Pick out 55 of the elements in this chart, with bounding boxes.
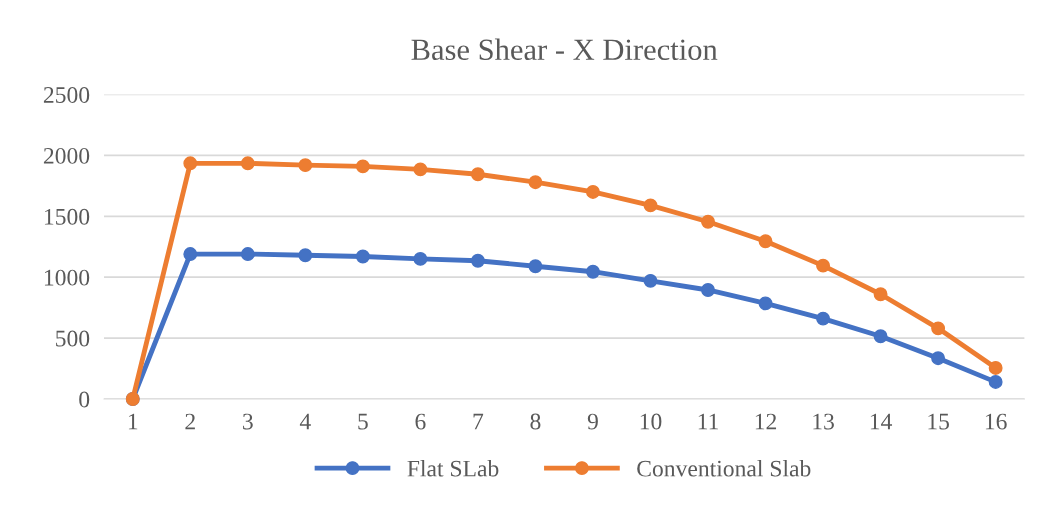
point bbox=[470, 253, 485, 268]
x-tick-label: 13 bbox=[813, 413, 834, 430]
x-tick-label: 14 bbox=[870, 413, 893, 430]
point bbox=[355, 249, 370, 264]
x-tick-label: 1 bbox=[128, 413, 138, 430]
y-tick-label: 500 bbox=[56, 330, 90, 347]
x-tick-label: 7 bbox=[473, 413, 484, 430]
point bbox=[240, 156, 255, 171]
x-tick-label: 10 bbox=[640, 413, 662, 430]
legend-label: Flat SLab bbox=[407, 459, 499, 477]
point bbox=[355, 159, 370, 174]
point bbox=[988, 360, 1003, 375]
point bbox=[528, 175, 543, 190]
x-tick-label: 16 bbox=[985, 413, 1007, 430]
x-tick-label: 4 bbox=[299, 413, 311, 430]
point bbox=[931, 351, 946, 366]
point bbox=[758, 234, 773, 249]
point bbox=[701, 283, 715, 297]
y-tick-label: 2000 bbox=[43, 147, 90, 164]
point bbox=[586, 264, 600, 279]
x-tick-label: 2 bbox=[185, 413, 195, 430]
point bbox=[413, 251, 428, 266]
point bbox=[643, 273, 658, 288]
point bbox=[701, 214, 715, 229]
point bbox=[240, 247, 255, 262]
point bbox=[758, 296, 773, 311]
point bbox=[528, 259, 543, 274]
x-tick-label: 12 bbox=[755, 413, 777, 430]
point bbox=[183, 247, 198, 262]
x-tick-label: 15 bbox=[928, 413, 949, 430]
chart-title: Base Shear - X Direction bbox=[411, 38, 718, 61]
y-tick-label: 0 bbox=[79, 391, 90, 408]
y-tick-label: 1500 bbox=[44, 208, 90, 225]
point bbox=[816, 258, 831, 273]
point bbox=[183, 156, 198, 171]
point bbox=[470, 167, 485, 182]
point bbox=[298, 248, 313, 263]
point bbox=[931, 321, 946, 336]
point bbox=[413, 162, 428, 177]
point bbox=[643, 198, 658, 213]
x-tick-label: 6 bbox=[415, 413, 426, 430]
x-tick-label: 5 bbox=[358, 413, 368, 430]
legend-label: Conventional Slab bbox=[637, 459, 811, 477]
point bbox=[298, 158, 313, 173]
x-tick-label: 9 bbox=[587, 413, 598, 430]
point bbox=[988, 375, 1003, 389]
x-tick-label: 3 bbox=[243, 413, 253, 430]
y-tick-label: 2500 bbox=[43, 86, 90, 103]
x-tick-label: 8 bbox=[530, 413, 541, 430]
x-tick-label: 11 bbox=[698, 413, 718, 430]
point bbox=[586, 184, 600, 199]
point bbox=[873, 287, 888, 302]
y-tick-label: 1000 bbox=[44, 269, 90, 286]
point bbox=[816, 311, 831, 326]
point bbox=[873, 329, 888, 344]
